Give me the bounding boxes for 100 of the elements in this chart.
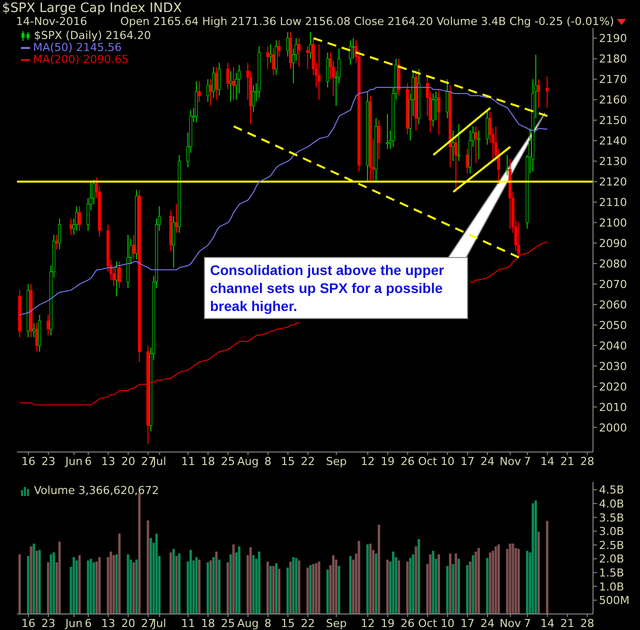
bar — [292, 557, 295, 614]
x-tick-label: 15 — [280, 616, 295, 630]
bar — [332, 555, 334, 614]
x-tick-label: Oct — [418, 454, 438, 468]
bar — [374, 554, 378, 614]
x-tick-label: Nov — [500, 454, 522, 468]
y-tick-label: 2.5B — [599, 538, 624, 552]
x-tick-label: 22 — [300, 616, 315, 630]
x-tick-label: Jun — [64, 454, 83, 468]
x-tick-label: 24 — [480, 454, 494, 468]
x-tick-label: Nov — [500, 616, 522, 630]
bar — [429, 554, 432, 614]
candlestick — [457, 124, 460, 162]
candlestick — [269, 44, 272, 64]
annotation: Consolidation just above the upper channel sets up SPX for a possible break higher. — [204, 257, 468, 319]
bar — [546, 521, 548, 614]
x-tick-label: 14 — [540, 454, 554, 468]
y-tick-label: 2090 — [599, 236, 627, 250]
bar — [488, 552, 492, 614]
bar — [118, 534, 121, 614]
x-tick-label: 19 — [380, 616, 395, 630]
candlestick — [172, 216, 176, 268]
y-tick-label: 2.0B — [599, 552, 624, 566]
candlestick — [437, 88, 440, 136]
y-tick-label: 500M — [599, 594, 630, 608]
bar — [86, 560, 90, 614]
bar — [278, 568, 280, 614]
candlestick — [69, 218, 72, 236]
bar — [218, 560, 220, 614]
y-tick-label: 2020 — [599, 380, 627, 394]
x-tick-label: 10 — [440, 616, 455, 630]
legend-label: MA(200) 2090.65 — [32, 53, 130, 66]
bar — [526, 550, 528, 614]
candlestick — [326, 52, 330, 88]
y-tick-label: 2050 — [599, 318, 627, 332]
candlestick — [537, 78, 540, 108]
y-tick-label: 2040 — [599, 339, 627, 352]
x-tick-label: 26 — [400, 616, 415, 630]
bar — [132, 562, 135, 614]
x-tick-label: 18 — [201, 454, 216, 468]
bar — [150, 538, 152, 614]
bar — [18, 554, 21, 614]
candlestick — [474, 126, 478, 164]
candlestick — [118, 261, 121, 289]
bar — [38, 550, 41, 614]
bar — [398, 560, 400, 614]
y-tick-label: 2000 — [599, 421, 627, 434]
bar — [272, 566, 275, 614]
bar — [349, 556, 352, 614]
x-tick-label: 28 — [580, 454, 594, 468]
candlestick — [58, 218, 62, 250]
x-tick-label: 8 — [264, 616, 272, 630]
candlestick — [198, 80, 201, 102]
candlestick — [229, 70, 232, 102]
candlestick — [454, 136, 458, 192]
x-tick-label: Sep — [326, 454, 347, 468]
candlestick — [78, 206, 82, 232]
x-tick-label: 13 — [101, 454, 116, 468]
y-tick-label: 2080 — [599, 257, 627, 270]
bar — [532, 503, 534, 614]
bar — [115, 554, 118, 614]
bar — [206, 562, 210, 614]
legend-label: $SPX (Daily) 2164.20 — [33, 29, 152, 42]
bar — [215, 552, 218, 614]
bar — [409, 558, 412, 614]
bar — [269, 566, 272, 614]
bar — [412, 554, 414, 614]
bar — [306, 568, 309, 614]
candlestick — [218, 62, 221, 96]
candlestick — [252, 84, 255, 112]
x-tick-label: 8 — [264, 454, 272, 468]
bar — [258, 552, 260, 614]
bar — [418, 539, 420, 614]
bar — [537, 532, 540, 614]
bar — [92, 562, 95, 614]
bar — [238, 546, 240, 614]
y-tick-label: 3.5B — [599, 511, 624, 524]
bar — [209, 560, 212, 614]
x-tick-label: 22 — [300, 454, 315, 468]
bar — [508, 544, 512, 614]
bar — [75, 560, 78, 614]
bar — [226, 562, 229, 614]
bar — [46, 562, 50, 614]
bar — [90, 558, 92, 614]
y-tick-label: 1.5B — [599, 566, 624, 580]
bar — [452, 564, 454, 614]
text: Open 2165.64 High 2171.36 Low 2156.08 Close 2164.20 Volume 3.4B Chg -0.25 (-0.01%) — [120, 15, 614, 28]
x-tick-label: 23 — [41, 454, 56, 468]
x-tick-label: 23 — [41, 616, 56, 630]
candlestick — [452, 130, 455, 162]
candlestick — [209, 78, 212, 106]
bar — [26, 556, 30, 614]
y-tick-label: 2030 — [599, 360, 627, 373]
y-tick-label: 2170 — [599, 73, 627, 86]
x-tick-label: 11 — [181, 616, 196, 630]
x-tick-label: 16 — [21, 454, 36, 468]
chart-title: $SPX Large Cap Index INDX — [2, 1, 182, 16]
bar — [486, 558, 488, 614]
candlestick — [212, 66, 216, 98]
y-tick-label: 2070 — [599, 278, 627, 291]
